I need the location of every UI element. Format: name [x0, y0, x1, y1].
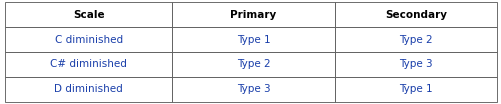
Bar: [5, 2, 172, 27]
Text: Type 2: Type 2: [398, 35, 432, 45]
Bar: [334, 52, 496, 77]
Text: C# diminished: C# diminished: [50, 59, 127, 69]
Text: Scale: Scale: [73, 10, 104, 20]
Text: Type 3: Type 3: [398, 59, 432, 69]
Bar: [334, 27, 496, 52]
Text: Type 1: Type 1: [398, 84, 432, 94]
Text: Type 3: Type 3: [236, 84, 270, 94]
Text: Type 2: Type 2: [236, 59, 270, 69]
Bar: [172, 27, 334, 52]
Bar: [172, 52, 334, 77]
Text: Primary: Primary: [230, 10, 276, 20]
Bar: [334, 2, 496, 27]
Bar: [5, 27, 172, 52]
Text: Type 1: Type 1: [236, 35, 270, 45]
Text: Secondary: Secondary: [384, 10, 446, 20]
Text: C diminished: C diminished: [55, 35, 122, 45]
Bar: [334, 77, 496, 102]
Bar: [172, 77, 334, 102]
Text: D diminished: D diminished: [54, 84, 123, 94]
Bar: [5, 52, 172, 77]
Bar: [5, 77, 172, 102]
Bar: [172, 2, 334, 27]
